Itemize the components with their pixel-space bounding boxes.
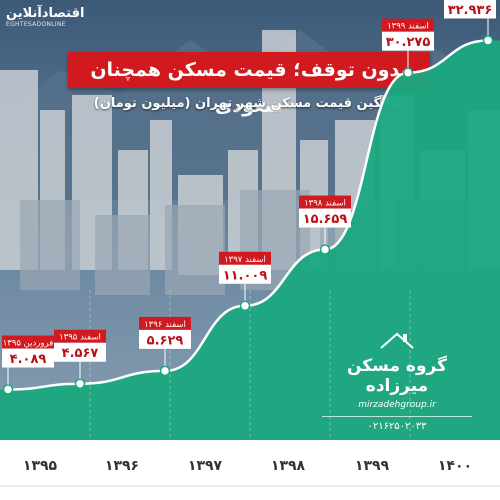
x-tick-label: ۱۳۹۸ <box>271 458 306 474</box>
date-label: اسفند ۱۳۹۹ <box>387 22 429 32</box>
data-point <box>239 300 251 312</box>
value-label: ۳۲.۹۳۶ <box>448 3 493 18</box>
x-tick-label: ۱۳۹۷ <box>188 458 223 474</box>
value-label-bg <box>139 329 191 349</box>
data-point <box>159 365 171 377</box>
chart-title: بدون توقف؛ قیمت مسکن همچنان صعودی <box>68 52 430 117</box>
logo-url: mirzadehgroup.ir <box>358 400 436 410</box>
data-point <box>402 67 414 78</box>
brand-logo: اقتصادآنلاین EGHTESADONLINE <box>6 6 84 28</box>
x-tick-label: ۱۳۹۵ <box>23 458 58 474</box>
brand-url: EGHTESADONLINE <box>6 21 66 28</box>
date-label-bg <box>219 251 271 265</box>
date-label: اسفند ۱۳۹۵ <box>59 333 101 343</box>
data-point <box>74 378 86 389</box>
data-point <box>2 384 14 395</box>
value-label-bg <box>54 342 106 362</box>
value-label-bg <box>444 0 496 19</box>
x-tick-label: ۱۳۹۶ <box>105 458 139 474</box>
date-label-bg <box>2 335 54 349</box>
value-label: ۵.۶۲۹ <box>147 333 184 348</box>
value-label: ۱۱.۰۰۹ <box>223 268 268 283</box>
value-label: ۴.۵۶۷ <box>62 346 99 361</box>
value-label: ۳۰.۲۷۵ <box>386 35 431 50</box>
value-label-bg <box>382 31 434 51</box>
date-label: اسفند ۱۳۹۷ <box>224 255 266 265</box>
date-label-bg <box>382 18 434 32</box>
logo-phone: ۰۲۱۶۲۵۰۲۰۳۳ <box>322 416 472 432</box>
x-tick-label: ۱۴۰۰ <box>438 458 472 474</box>
data-point <box>482 35 494 46</box>
date-label: فروردین ۱۳۹۵ <box>3 339 54 349</box>
value-label-bg <box>219 264 271 284</box>
house-roof-icon <box>380 332 414 349</box>
price-area-fill <box>0 40 500 441</box>
x-tick-label: ۱۳۹۹ <box>355 458 390 474</box>
date-label-bg <box>299 195 351 209</box>
value-label-bg <box>299 208 351 228</box>
value-label: ۱۵.۶۵۹ <box>303 212 348 227</box>
data-point <box>319 244 331 255</box>
brand-name: اقتصادآنلاین <box>6 6 85 21</box>
value-label: ۴.۰۸۹ <box>10 352 47 367</box>
mirzadeh-logo: گروه مسکن میرزاده mirzadehgroup.ir ۰۲۱۶۲… <box>322 330 472 432</box>
date-label-bg <box>54 329 106 343</box>
chart-subtitle: میانگین قیمت مسکن شهر تهران (میلیون توما… <box>93 96 405 111</box>
date-label: اسفند ۱۳۹۶ <box>144 320 186 330</box>
date-label-bg <box>139 316 191 330</box>
value-label-bg <box>2 348 54 368</box>
logo-name: گروه مسکن میرزاده <box>347 356 447 396</box>
date-label: اسفند ۱۳۹۸ <box>304 199 346 209</box>
